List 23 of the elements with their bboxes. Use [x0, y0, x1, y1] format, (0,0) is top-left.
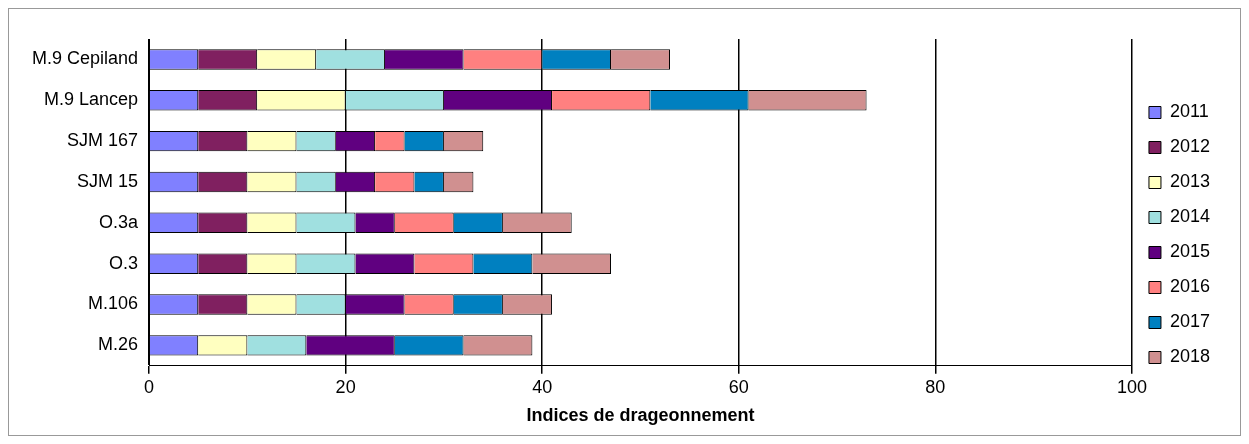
- x-tick-label: 20: [335, 376, 356, 397]
- y-tick-label: M.106: [88, 293, 139, 314]
- legend-label: 2015: [1169, 241, 1210, 262]
- legend-label: 2012: [1169, 136, 1210, 157]
- x-tick-label: 0: [144, 376, 155, 397]
- legend-label: 2018: [1169, 346, 1210, 367]
- legend-label: 2011: [1169, 101, 1209, 122]
- y-tick-label: SJM 15: [77, 170, 139, 191]
- x-tick-label: 40: [532, 376, 553, 397]
- x-tick-label: 100: [1116, 376, 1147, 397]
- y-tick-label: M.9 Lancep: [44, 89, 139, 110]
- y-tick-label: O.3a: [99, 211, 140, 232]
- y-tick-label: M.26: [98, 334, 139, 355]
- legend-label: 2016: [1169, 276, 1210, 297]
- x-axis-title: Indices de drageonnement: [526, 405, 755, 426]
- y-tick-label: O.3: [109, 252, 139, 273]
- x-tick-label: 80: [925, 376, 946, 397]
- legend-label: 2014: [1169, 206, 1210, 227]
- legend-label: 2013: [1169, 171, 1210, 192]
- x-tick-label: 60: [728, 376, 749, 397]
- legend-label: 2017: [1169, 311, 1210, 332]
- y-tick-label: SJM 167: [67, 130, 139, 151]
- y-tick-label: M.9 Cepiland: [32, 48, 139, 69]
